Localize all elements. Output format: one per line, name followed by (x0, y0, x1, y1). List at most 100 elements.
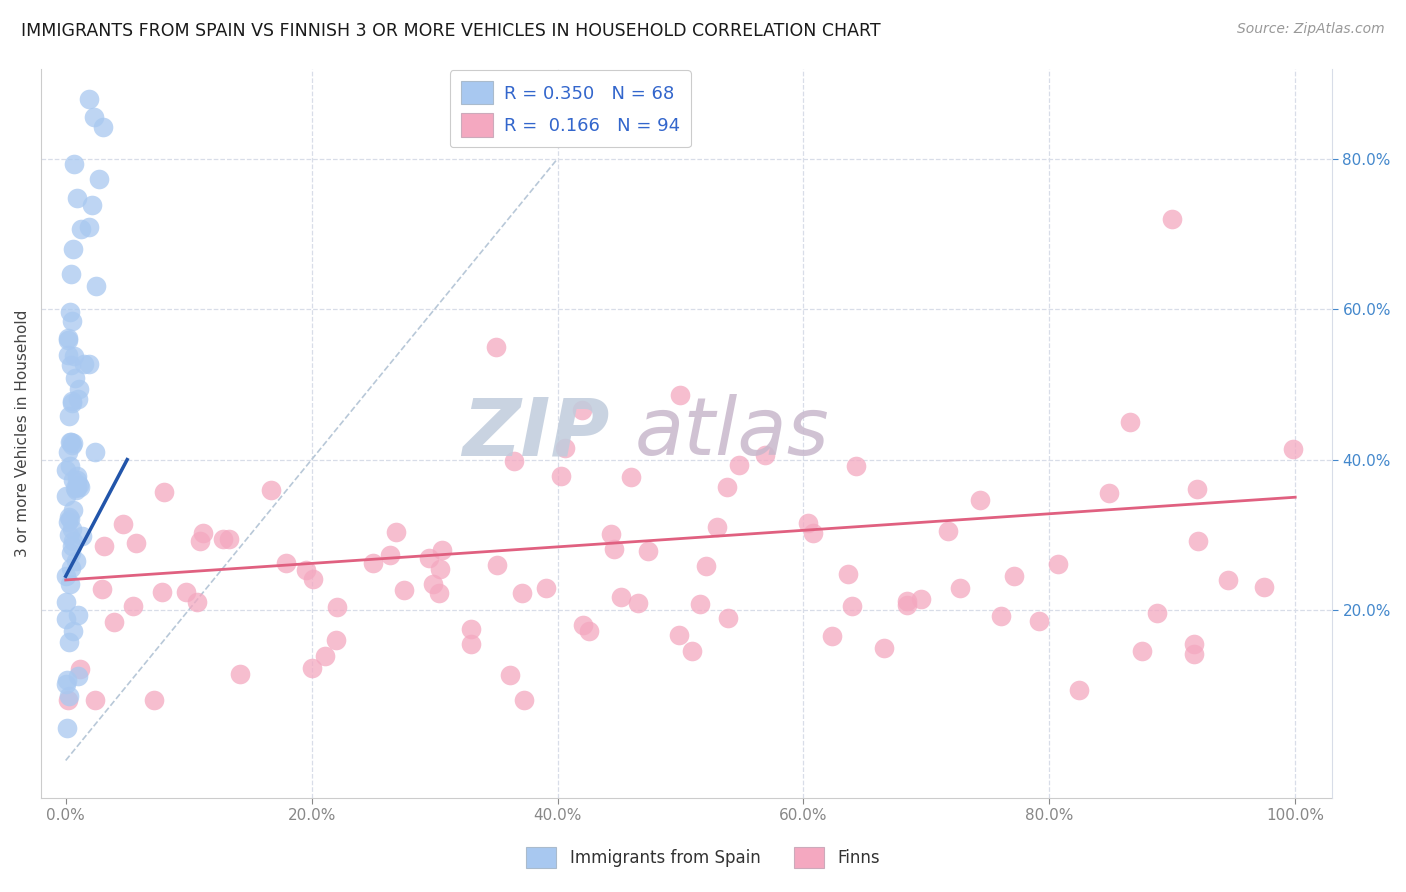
Text: ZIP: ZIP (461, 394, 609, 472)
Point (837, 567, 859, 582)
Point (502, 454, 524, 468)
Point (60, 267, 83, 281)
Point (578, 624, 600, 639)
Point (62, 242, 84, 256)
Point (66, 392, 89, 406)
Point (65, 473, 87, 487)
Point (65, 553, 87, 567)
Point (62, 502, 84, 516)
Point (60, 314, 83, 328)
Point (668, 628, 690, 642)
Point (610, 590, 633, 604)
Point (91, 120, 114, 134)
Point (59, 512, 82, 526)
Point (1187, 533, 1209, 548)
Point (430, 542, 453, 557)
Point (59, 458, 82, 473)
Text: atlas: atlas (636, 394, 830, 472)
Point (72, 357, 94, 371)
Point (796, 516, 818, 531)
Point (669, 388, 692, 402)
Point (70, 529, 93, 543)
Point (1046, 558, 1069, 572)
Point (65, 483, 87, 498)
Point (69, 661, 91, 675)
Legend: R = 0.350   N = 68, R =  0.166   N = 94: R = 0.350 N = 68, R = 0.166 N = 94 (450, 70, 690, 147)
Point (302, 572, 325, 586)
Point (60, 395, 83, 409)
Point (1130, 643, 1153, 657)
Point (62, 349, 84, 363)
Point (191, 525, 214, 540)
Point (69, 221, 91, 235)
Point (84, 445, 107, 459)
Point (554, 442, 576, 456)
Point (896, 594, 918, 608)
Point (66, 190, 89, 204)
Point (62, 624, 84, 639)
Point (486, 558, 509, 572)
Point (603, 541, 626, 556)
Point (841, 599, 863, 614)
Point (66, 480, 89, 494)
Point (59, 577, 82, 591)
Point (1067, 682, 1090, 697)
Point (1098, 485, 1121, 500)
Y-axis label: 3 or more Vehicles in Household: 3 or more Vehicles in Household (15, 310, 30, 557)
Point (59, 435, 82, 450)
Point (69, 480, 91, 494)
Point (186, 595, 208, 609)
Point (90, 582, 112, 597)
Point (896, 598, 918, 612)
Point (716, 611, 738, 625)
Point (637, 544, 659, 558)
Point (728, 458, 751, 473)
Point (67, 669, 90, 683)
Text: IMMIGRANTS FROM SPAIN VS FINNISH 3 OR MORE VEHICLES IN HOUSEHOLD CORRELATION CHA: IMMIGRANTS FROM SPAIN VS FINNISH 3 OR MO… (21, 22, 880, 40)
Point (218, 532, 240, 546)
Point (58, 509, 80, 524)
Point (485, 340, 508, 354)
Point (60, 522, 83, 536)
Point (188, 533, 211, 548)
Point (1119, 415, 1142, 429)
Point (55, 489, 77, 503)
Point (619, 470, 641, 484)
Point (325, 599, 347, 614)
Point (460, 637, 482, 651)
Point (112, 516, 135, 531)
Point (1216, 573, 1239, 587)
Point (55, 595, 77, 609)
Point (58, 516, 80, 530)
Point (1028, 614, 1050, 628)
Point (55, 721, 77, 735)
Point (58, 690, 80, 704)
Point (58, 445, 80, 459)
Point (385, 525, 408, 540)
Point (1253, 580, 1275, 594)
Point (55, 568, 77, 582)
Point (67, 607, 90, 622)
Point (600, 527, 623, 541)
Text: Source: ZipAtlas.com: Source: ZipAtlas.com (1237, 22, 1385, 37)
Point (1182, 637, 1205, 651)
Point (513, 693, 536, 707)
Point (510, 586, 533, 600)
Point (103, 615, 125, 629)
Point (60, 546, 83, 560)
Point (706, 520, 728, 534)
Point (949, 582, 972, 596)
Point (499, 668, 522, 682)
Point (56, 333, 79, 347)
Point (626, 596, 648, 610)
Point (84, 278, 107, 293)
Point (152, 484, 174, 499)
Point (83, 111, 105, 125)
Point (60, 560, 83, 574)
Point (295, 563, 318, 577)
Point (59, 358, 82, 372)
Point (62, 473, 84, 487)
Point (301, 661, 323, 675)
Point (260, 483, 283, 497)
Point (58, 527, 80, 541)
